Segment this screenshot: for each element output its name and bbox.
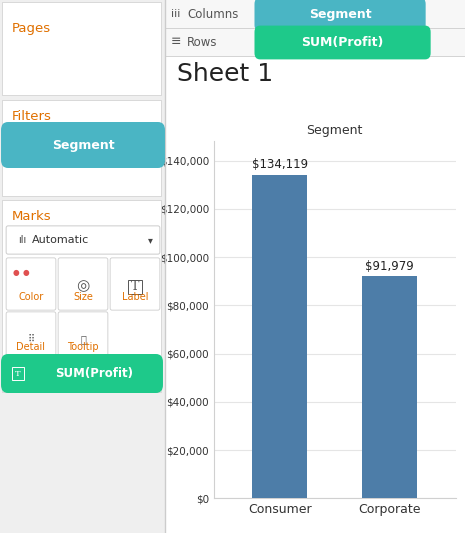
Text: ●: ● bbox=[23, 269, 29, 278]
Bar bbox=[362, 277, 417, 498]
Text: Segment: Segment bbox=[52, 139, 114, 151]
Text: Columns: Columns bbox=[187, 7, 239, 20]
Text: Automatic: Automatic bbox=[32, 235, 89, 245]
Text: ≡: ≡ bbox=[171, 36, 181, 49]
Text: Color: Color bbox=[19, 292, 44, 302]
Text: $91,979: $91,979 bbox=[365, 260, 414, 273]
Text: Detail: Detail bbox=[16, 342, 46, 352]
Text: T: T bbox=[131, 279, 139, 293]
Text: Sheet 1: Sheet 1 bbox=[177, 62, 273, 86]
Bar bbox=[252, 175, 307, 498]
Text: ⠿: ⠿ bbox=[27, 334, 34, 344]
Y-axis label: Profit: Profit bbox=[143, 304, 156, 335]
Text: ●: ● bbox=[13, 269, 20, 278]
Text: Rows: Rows bbox=[187, 36, 218, 49]
Text: ılı: ılı bbox=[18, 235, 26, 245]
Text: Tooltip: Tooltip bbox=[67, 342, 99, 352]
Text: SUM(Profit): SUM(Profit) bbox=[55, 367, 133, 380]
Text: Filters: Filters bbox=[12, 110, 52, 123]
Text: Label: Label bbox=[122, 292, 148, 302]
Text: Pages: Pages bbox=[12, 22, 51, 35]
Text: SUM(Profit): SUM(Profit) bbox=[301, 36, 384, 49]
Text: 💬: 💬 bbox=[80, 334, 86, 344]
Text: ◎: ◎ bbox=[76, 279, 90, 294]
Text: Size: Size bbox=[73, 292, 93, 302]
Text: iii: iii bbox=[171, 9, 180, 19]
Text: Segment: Segment bbox=[309, 8, 372, 21]
Title: Segment: Segment bbox=[306, 124, 363, 138]
Text: $134,119: $134,119 bbox=[252, 158, 308, 171]
Text: T: T bbox=[15, 369, 21, 377]
Text: ▾: ▾ bbox=[147, 235, 153, 245]
Text: Marks: Marks bbox=[12, 210, 52, 223]
